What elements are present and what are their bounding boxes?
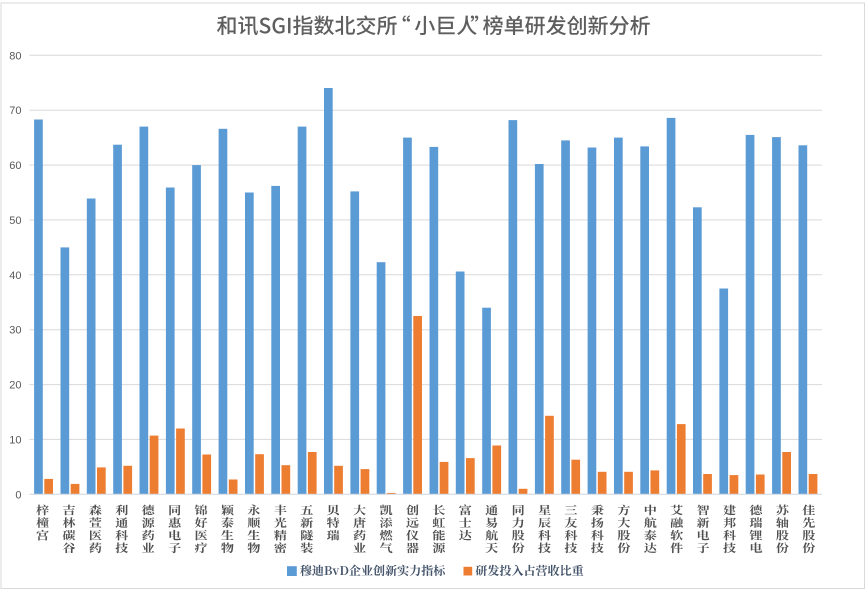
svg-text:10: 10: [9, 434, 21, 446]
svg-text:60: 60: [9, 160, 21, 172]
svg-text:20: 20: [9, 380, 21, 392]
svg-text:80: 80: [9, 50, 21, 62]
svg-text:0: 0: [15, 489, 21, 501]
svg-text:30: 30: [9, 325, 21, 337]
svg-text:40: 40: [9, 270, 21, 282]
svg-text:50: 50: [9, 215, 21, 227]
svg-text:70: 70: [9, 105, 21, 117]
